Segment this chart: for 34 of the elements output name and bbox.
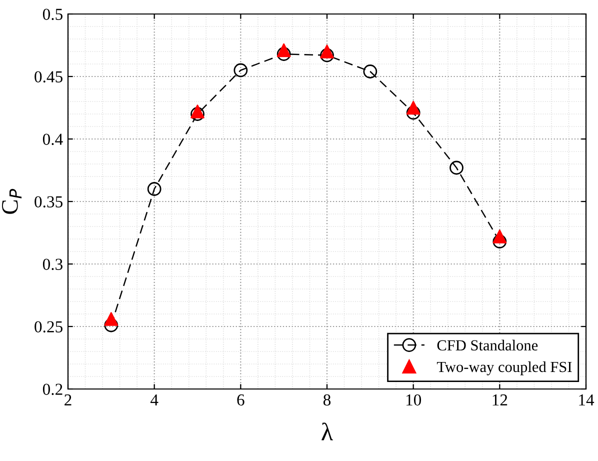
x-tick-label: 14 (579, 394, 594, 406)
point (406, 106, 420, 120)
y-tick-label: 0.5 (42, 8, 62, 20)
point (406, 100, 420, 115)
x-axis-title: λ (322, 422, 333, 440)
point (276, 47, 291, 61)
x-tick-label: 8 (323, 394, 331, 406)
y-axis-title: C$_{P}$ (2, 188, 22, 214)
y-tick-label: 0.25 (34, 321, 62, 333)
y-tick-label: 0.35 (34, 196, 62, 208)
x-tick-label: 4 (150, 394, 158, 406)
y-tick-label: 0.3 (42, 258, 62, 270)
point (234, 63, 248, 78)
point (276, 43, 291, 58)
legend-label: Two-way coupled FSI (436, 361, 572, 376)
y-tick-label: 0.4 (42, 134, 63, 146)
point (450, 160, 464, 175)
point (190, 107, 204, 121)
point (147, 182, 162, 196)
y-tick-label: 0.45 (34, 71, 62, 83)
x-tick-label: 2 (64, 394, 72, 406)
point (104, 318, 118, 332)
x-tick-label: 6 (237, 394, 244, 406)
point (190, 104, 204, 118)
y-tick-label: 0.2 (42, 384, 62, 396)
x-tick-label: 12 (492, 394, 508, 406)
x-tick-label: 10 (406, 394, 422, 406)
point (492, 230, 507, 244)
point (320, 44, 334, 58)
point (363, 64, 378, 78)
point (320, 48, 334, 62)
legend-label: CFD Standalone (437, 340, 538, 351)
point (104, 312, 118, 326)
point (492, 234, 507, 248)
